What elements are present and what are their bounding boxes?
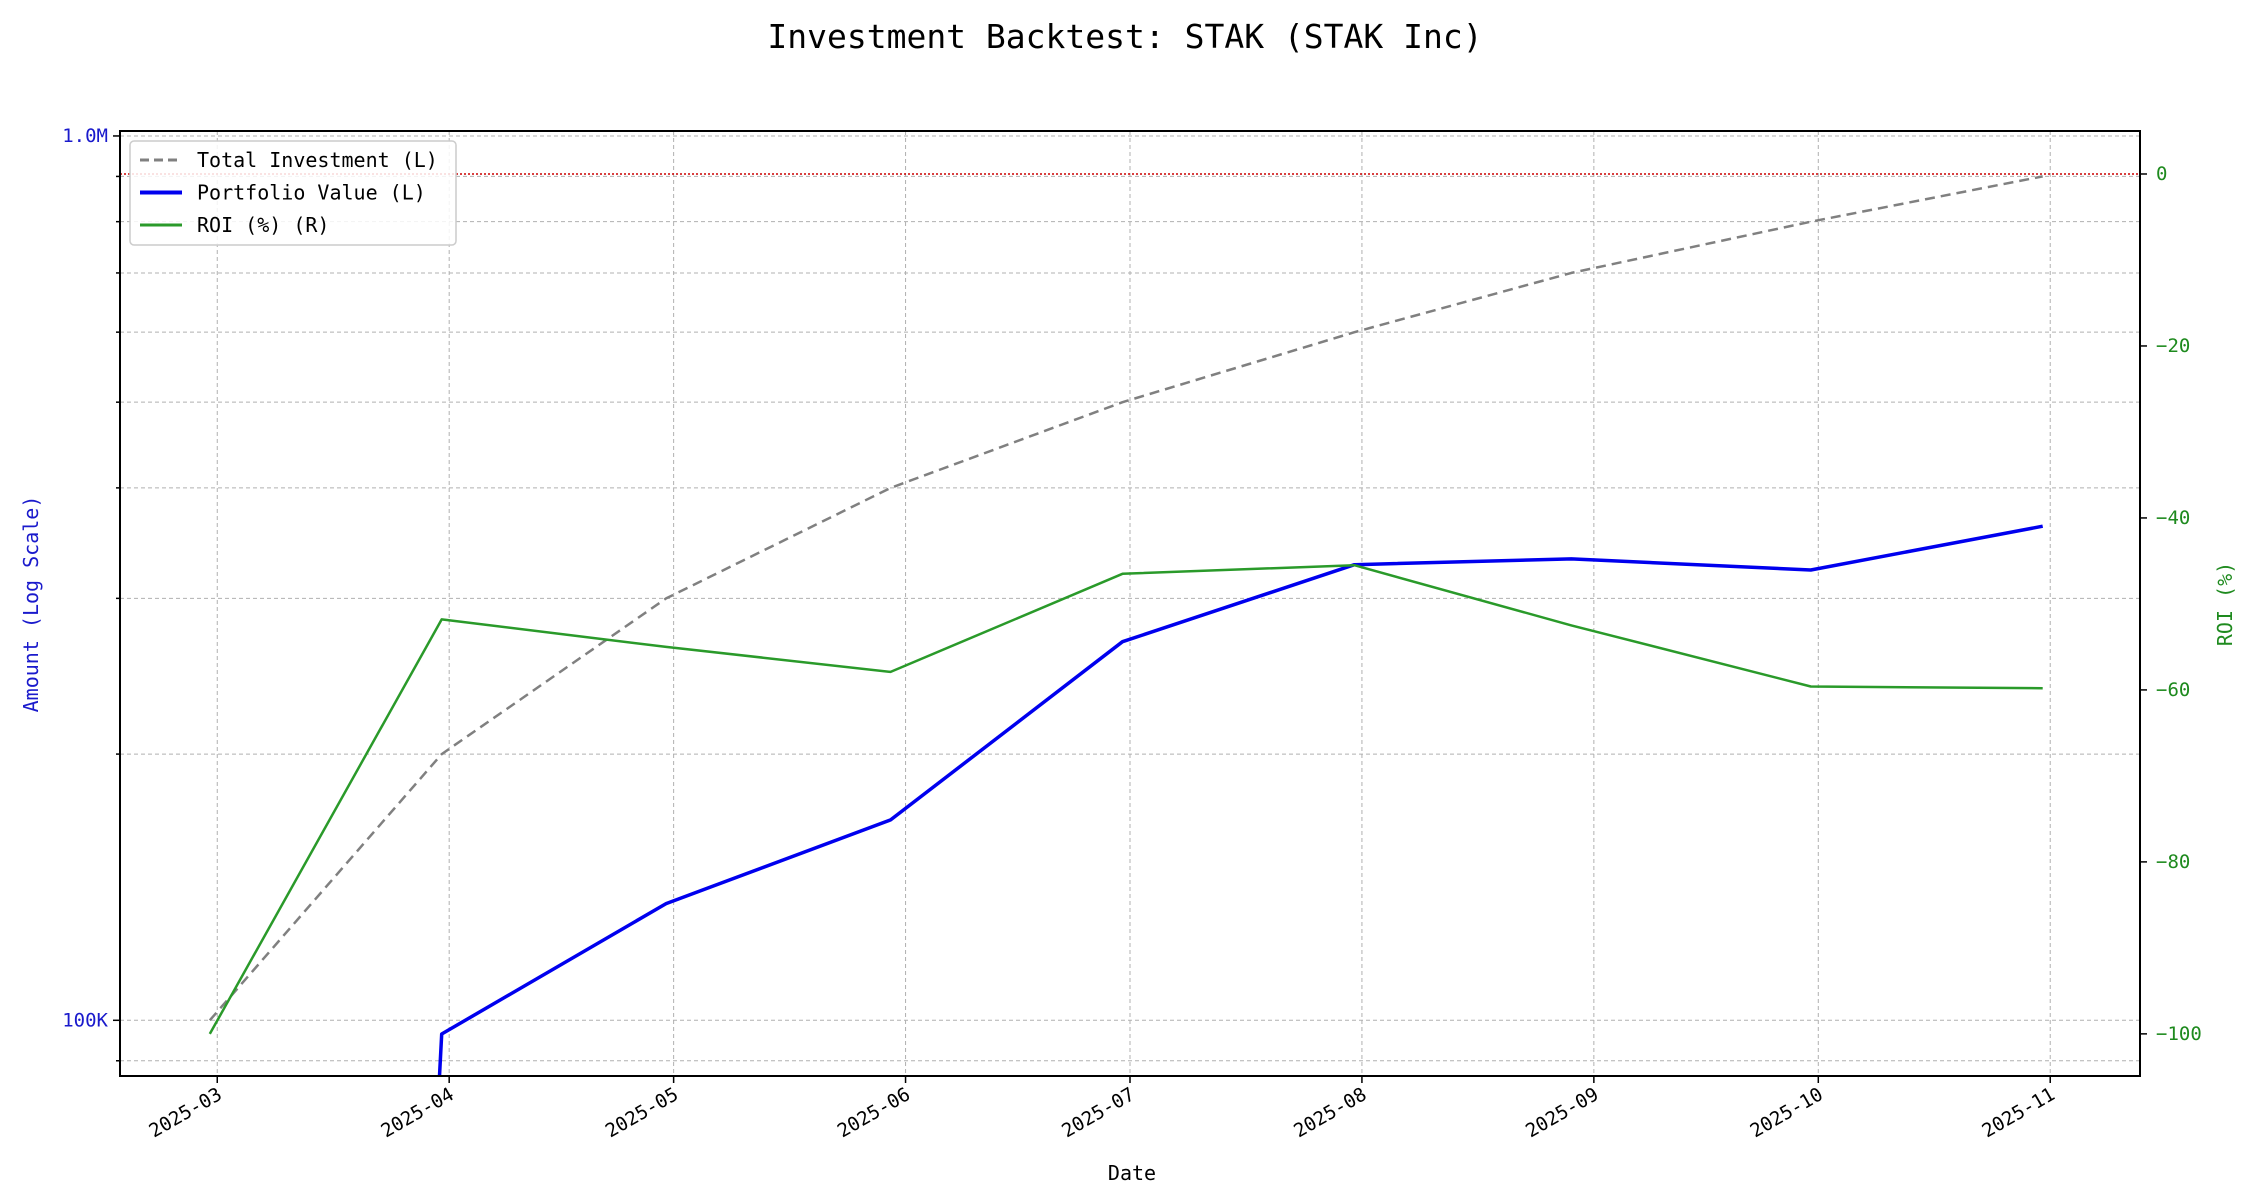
series-line-0 <box>208 175 2043 1022</box>
series-line-2 <box>208 563 2043 1035</box>
legend-label: Portfolio Value (L) <box>197 181 426 205</box>
y-axis-right-label: ROI (%) <box>2213 562 2237 646</box>
x-tick-label: 2025-08 <box>1290 1083 1370 1142</box>
x-tick-label: 2025-11 <box>1978 1083 2058 1142</box>
y-left-tick-label: 1.0M <box>62 125 108 147</box>
series-line-1 <box>437 524 2044 1076</box>
y-right-tick-label: 0 <box>2156 163 2167 185</box>
y-right-tick-label: −40 <box>2156 507 2190 529</box>
y-axis-left-label: Amount (Log Scale) <box>19 496 43 713</box>
x-tick-label: 2025-06 <box>834 1083 914 1142</box>
legend-label: ROI (%) (R) <box>197 213 329 237</box>
legend-box <box>129 140 457 246</box>
x-tick-label: 2025-10 <box>1746 1083 1826 1142</box>
x-tick-label: 2025-03 <box>145 1083 225 1142</box>
axes: 2025-03 2025-04 2025-05 2025-06 2025-07 2025-… <box>62 125 2202 1142</box>
y-right-tick-label: −100 <box>2156 1023 2202 1045</box>
y-left-tick-label: 100K <box>62 1009 108 1031</box>
series-lines <box>208 175 2044 1076</box>
x-tick-label: 2025-07 <box>1058 1083 1138 1142</box>
grid <box>120 131 2140 1076</box>
y-right-tick-label: −20 <box>2156 335 2190 357</box>
chart-title: Investment Backtest: STAK (STAK Inc) <box>767 17 1482 56</box>
x-tick-label: 2025-09 <box>1522 1083 1602 1142</box>
x-tick-label: 2025-04 <box>377 1083 457 1142</box>
legend-label: Total Investment (L) <box>197 148 438 172</box>
legend: Total Investment (L) Portfolio Value (L) R… <box>129 140 457 246</box>
y-right-tick-label: −60 <box>2156 679 2190 701</box>
x-axis-label: Date <box>1108 1161 1156 1185</box>
y-right-tick-label: −80 <box>2156 851 2190 873</box>
x-tick-label: 2025-05 <box>602 1083 682 1142</box>
